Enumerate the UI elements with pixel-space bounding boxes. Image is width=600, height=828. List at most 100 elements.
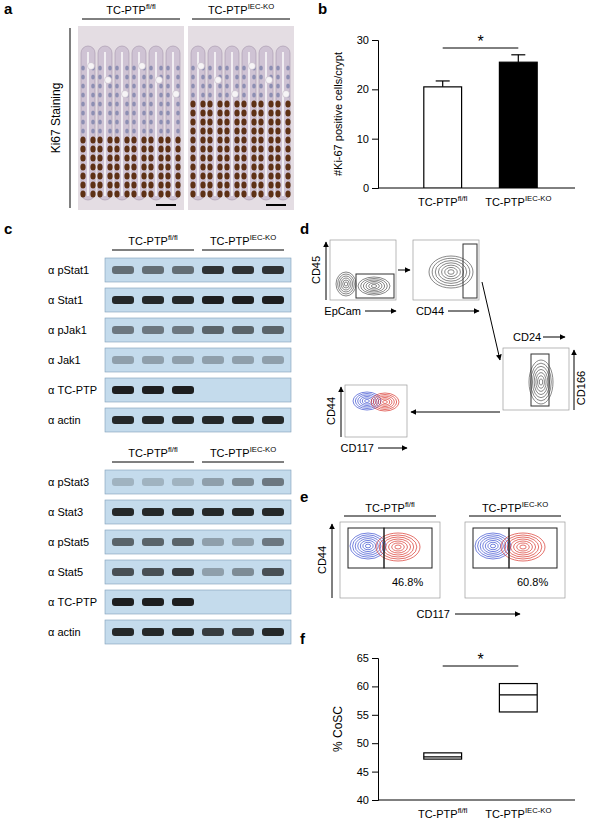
gate bbox=[384, 528, 432, 568]
ki67-nucleus bbox=[190, 100, 195, 107]
contour bbox=[369, 283, 380, 289]
y-axis-tick-mark bbox=[372, 139, 378, 140]
contour bbox=[358, 277, 390, 295]
band bbox=[262, 266, 284, 274]
ki67-nucleus bbox=[251, 118, 256, 125]
nucleus bbox=[276, 65, 280, 70]
ki67-nucleus bbox=[224, 109, 229, 116]
nucleus bbox=[159, 92, 163, 97]
ki67-nucleus bbox=[124, 172, 129, 179]
ki67-nucleus bbox=[285, 109, 290, 116]
contour bbox=[438, 263, 463, 281]
contour-red bbox=[520, 545, 526, 549]
band bbox=[112, 508, 134, 516]
crypt bbox=[225, 46, 239, 200]
group-header-base: TC-PTP bbox=[208, 4, 248, 16]
ki67-nucleus bbox=[107, 190, 112, 197]
crypt-lumen bbox=[138, 52, 140, 196]
nucleus bbox=[166, 92, 170, 97]
ki67-nucleus bbox=[234, 109, 239, 116]
contour bbox=[532, 366, 549, 397]
band bbox=[202, 296, 224, 304]
ki67-nucleus bbox=[251, 154, 256, 161]
group-header-sup: fl/fl bbox=[168, 233, 178, 242]
goblet-cell bbox=[173, 91, 180, 98]
contour bbox=[339, 276, 352, 292]
ki67-nucleus bbox=[200, 100, 205, 107]
ki67-nucleus bbox=[275, 127, 280, 134]
nucleus bbox=[276, 92, 280, 97]
ki67-nucleus bbox=[207, 136, 212, 143]
y-axis-line bbox=[372, 41, 379, 189]
crypt bbox=[98, 46, 112, 200]
contour bbox=[432, 258, 470, 285]
band bbox=[262, 326, 284, 334]
ki67-nucleus bbox=[200, 190, 205, 197]
nucleus bbox=[176, 128, 180, 133]
header-line bbox=[112, 462, 194, 463]
ki67-nucleus bbox=[114, 145, 119, 152]
nucleus bbox=[159, 119, 163, 124]
goblet-cell bbox=[266, 77, 273, 84]
plot-frame bbox=[503, 348, 569, 410]
band bbox=[232, 296, 254, 304]
ki67-nucleus bbox=[190, 109, 195, 116]
ki67-nucleus bbox=[251, 136, 256, 143]
header-line bbox=[469, 516, 561, 517]
goblet-cell bbox=[215, 77, 222, 84]
crypt-lumen bbox=[265, 52, 267, 196]
nucleus bbox=[276, 83, 280, 88]
ki67-nucleus bbox=[207, 190, 212, 197]
flow-plot bbox=[465, 522, 565, 598]
band bbox=[142, 628, 164, 636]
bar bbox=[499, 62, 537, 188]
x-axis-line bbox=[378, 800, 575, 801]
contour bbox=[366, 282, 382, 291]
crypt bbox=[191, 46, 205, 200]
y-axis-tick-label: 30 bbox=[357, 34, 369, 46]
x-label: CD117 bbox=[341, 442, 374, 454]
ki67-nucleus bbox=[268, 109, 273, 116]
contour-red bbox=[373, 395, 396, 410]
ki67-nucleus bbox=[234, 181, 239, 188]
y-axis-tick: 65 bbox=[357, 652, 378, 664]
plot-area bbox=[424, 684, 537, 760]
y-axis-tick: 10 bbox=[357, 133, 378, 145]
nucleus bbox=[225, 92, 229, 97]
band bbox=[142, 478, 164, 486]
y-axis-tick: 45 bbox=[357, 766, 378, 778]
y-axis-line bbox=[372, 659, 379, 801]
y-axis: 404550556065 bbox=[357, 652, 379, 806]
contour-red bbox=[507, 537, 538, 557]
row-label: α Stat3 bbox=[48, 506, 83, 518]
ki67-nucleus bbox=[190, 145, 195, 152]
ki67-nucleus bbox=[241, 109, 246, 116]
nucleus bbox=[125, 74, 129, 79]
group-header-sup: IEC-KO bbox=[522, 500, 549, 509]
ki67-nucleus bbox=[241, 100, 246, 107]
ki67-nucleus bbox=[268, 145, 273, 152]
band bbox=[142, 266, 164, 274]
ki67-nucleus bbox=[148, 163, 153, 170]
goblet-cell bbox=[88, 63, 95, 70]
band bbox=[142, 598, 164, 606]
nucleus bbox=[269, 92, 273, 97]
nucleus bbox=[115, 119, 119, 124]
nucleus bbox=[225, 74, 229, 79]
ki67-nucleus bbox=[158, 145, 163, 152]
y-axis-tick-label: 40 bbox=[357, 794, 369, 806]
goblet-cell bbox=[249, 63, 256, 70]
y-label: CD166 bbox=[575, 371, 587, 405]
ki67-nucleus bbox=[165, 172, 170, 179]
nucleus bbox=[91, 110, 95, 115]
ki67-nucleus bbox=[97, 163, 102, 170]
gating-arrow bbox=[398, 270, 410, 271]
gate bbox=[356, 274, 394, 298]
ki67-nucleus bbox=[268, 127, 273, 134]
band bbox=[202, 508, 224, 516]
group-header-sup: fl/fl bbox=[146, 2, 156, 11]
contour-blue bbox=[358, 539, 379, 554]
axis-arrow bbox=[448, 311, 479, 312]
gate bbox=[473, 528, 509, 568]
bracket-line bbox=[70, 28, 71, 208]
